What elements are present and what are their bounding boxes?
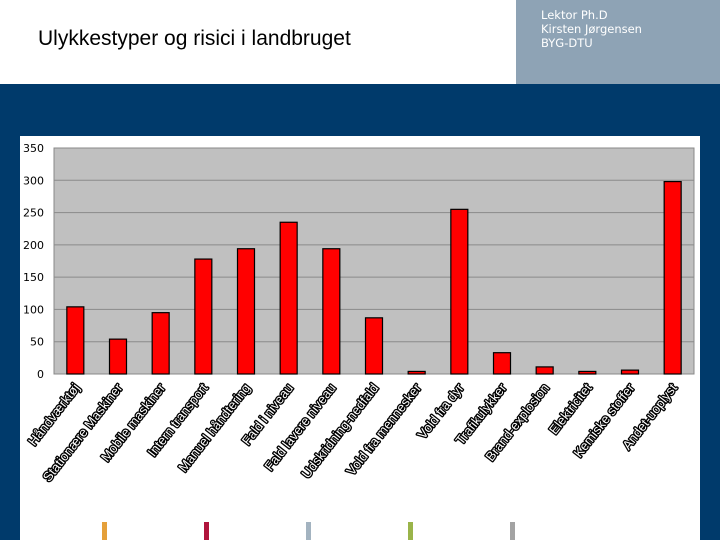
- footer-color-mark: [618, 522, 623, 540]
- y-tick-label: 300: [23, 174, 44, 187]
- bar: [194, 258, 213, 375]
- slide-title: Ulykkestyper og risici i landbruget: [38, 27, 351, 50]
- footer-color-mark: [510, 522, 515, 540]
- y-tick-label: 100: [23, 303, 44, 316]
- author-info: Lektor Ph.D Kirsten Jørgensen BYG-DTU: [541, 8, 642, 50]
- bar: [535, 366, 554, 375]
- footer-color-mark: [102, 522, 107, 540]
- bar: [108, 338, 128, 375]
- bar: [236, 248, 256, 375]
- y-tick-label: 350: [23, 142, 44, 155]
- author-name: Kirsten Jørgensen: [541, 22, 642, 36]
- y-tick-label: 0: [37, 368, 44, 381]
- title-bar: Ulykkestyper og risici i landbruget: [0, 0, 516, 84]
- bar: [492, 352, 512, 375]
- bar: [407, 370, 426, 375]
- bar: [151, 312, 170, 375]
- footer-color-mark: [408, 522, 413, 540]
- y-tick-label: 250: [23, 207, 44, 220]
- bar: [578, 370, 597, 375]
- bar: [450, 208, 469, 375]
- author-title: Lektor Ph.D: [541, 8, 608, 22]
- bar: [66, 306, 85, 375]
- y-tick-label: 50: [30, 336, 44, 349]
- author-affiliation: BYG-DTU: [541, 36, 593, 50]
- author-panel: Lektor Ph.D Kirsten Jørgensen BYG-DTU: [516, 0, 720, 84]
- y-tick-label: 150: [23, 271, 44, 284]
- y-tick-label: 200: [23, 239, 44, 252]
- bar: [364, 317, 384, 375]
- bar: [322, 248, 341, 375]
- bar: [620, 369, 640, 375]
- bar: [663, 180, 682, 375]
- bar: [279, 221, 298, 375]
- footer-color-mark: [306, 522, 311, 540]
- footer-color-mark: [204, 522, 209, 540]
